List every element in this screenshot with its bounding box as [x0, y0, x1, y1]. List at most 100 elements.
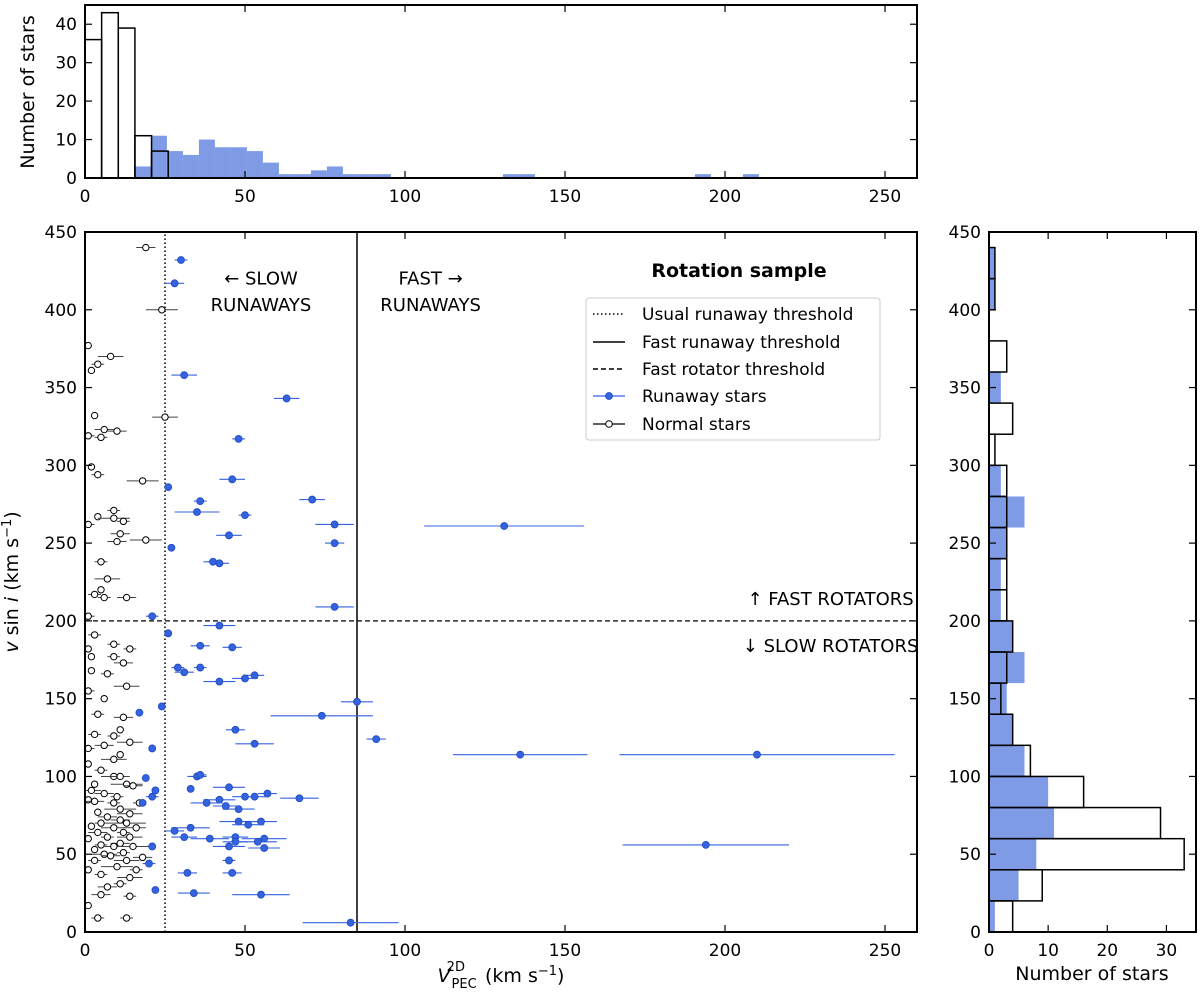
runaway-hist-bar	[694, 174, 711, 178]
runaway-star-point	[215, 621, 224, 630]
runaway-star-point	[260, 844, 269, 852]
runaway-hist-bar	[358, 174, 375, 178]
normal-star-point	[103, 883, 112, 891]
legend-usual-runaway-label: Usual runaway threshold	[642, 305, 853, 325]
normal-star-point	[97, 766, 105, 774]
normal-star-point	[126, 892, 134, 900]
normal-star-point	[90, 797, 99, 806]
runaway-star-point	[196, 497, 205, 506]
runaway-hist-bar	[262, 162, 279, 178]
runaway-star-point	[135, 708, 144, 717]
normal-star-point	[87, 786, 96, 795]
y-tick-label: 100	[949, 767, 981, 787]
normal-star-point	[106, 852, 115, 860]
normal-star-point	[119, 659, 128, 667]
runaway-star-point	[186, 823, 195, 832]
x-tick-label: 150	[549, 187, 581, 207]
x-tick-label: 100	[389, 187, 421, 207]
x-tick-label: 150	[549, 941, 581, 961]
normal-star-point	[126, 645, 134, 653]
normal-star-point	[100, 593, 108, 602]
runaway-star-point	[516, 750, 525, 759]
runaway-star-point	[173, 663, 182, 672]
runaway-star-point	[186, 784, 195, 793]
runaway-star-point	[183, 868, 192, 877]
legend-fast-rotator-label: Fast rotator threshold	[642, 360, 825, 380]
normal-star-point	[116, 750, 124, 759]
normal-star-point	[119, 713, 128, 722]
normal-star-point	[110, 842, 118, 851]
x-tick-label: 0	[80, 187, 91, 207]
runaway-hist-bar	[246, 151, 263, 178]
region-annotation: ↑ FAST ROTATORS	[747, 589, 913, 610]
normal-star-point	[116, 880, 124, 888]
rotation-sample-title: Rotation sample	[651, 260, 826, 282]
runaway-hist-bar	[989, 869, 1019, 901]
runaway-star-point	[228, 643, 237, 652]
runaway-star-point	[234, 434, 243, 443]
runaway-star-point	[189, 889, 198, 898]
runaway-star-point	[148, 842, 157, 851]
right-histogram-frame	[988, 231, 1197, 933]
x-tick-label: 0	[80, 941, 91, 961]
normal-star-point	[116, 530, 124, 538]
normal-star-point	[90, 856, 99, 865]
y-tick-label: 250	[45, 534, 77, 554]
x-tick-label: 200	[709, 187, 741, 207]
normal-star-point	[110, 652, 118, 661]
top-histogram: 0 50 100 150 200 250 0 10 20 30 40 Number of stars	[17, 4, 918, 207]
y-tick-label: 20	[55, 92, 77, 112]
normal-star-point	[113, 537, 121, 546]
normal-star-point	[103, 670, 112, 678]
y-tick-label: 350	[45, 379, 77, 399]
normal-star-point	[97, 890, 105, 899]
normal-star-point	[110, 824, 118, 832]
runaway-star-point	[196, 770, 205, 779]
normal-star-point	[103, 575, 112, 583]
runaway-star-point	[148, 792, 157, 801]
normal-star-point	[97, 433, 105, 442]
normal-star-point	[94, 470, 102, 479]
runaway-hist-bar	[989, 838, 1037, 870]
normal-star-point	[97, 841, 105, 849]
runaway-hist-bar	[989, 683, 1007, 715]
runaway-hist-bar	[989, 247, 995, 279]
normal-star-point	[87, 666, 96, 675]
normal-star-point	[122, 780, 131, 788]
runaway-hist-bar	[182, 154, 199, 178]
legend-normal-marker-icon	[605, 420, 613, 428]
runaway-star-point	[215, 677, 224, 686]
runaway-star-point	[241, 674, 249, 683]
runaway-star-point	[170, 826, 179, 835]
runaway-star-point	[180, 833, 189, 842]
runaway-hist-bar	[278, 174, 295, 178]
runaway-hist-bar	[150, 135, 167, 178]
normal-star-point	[87, 652, 96, 661]
normal-star-point	[129, 782, 137, 790]
main-scatter: 0 50 100 150 200 250 0 50 100 150 200 250 300 350 400 4…	[0, 223, 918, 992]
normal-star-point	[119, 828, 128, 837]
runaway-star-point	[164, 629, 173, 638]
x-tick-label: 30	[1156, 941, 1178, 961]
y-tick-label: 300	[45, 456, 77, 476]
normal-star-point	[116, 805, 124, 813]
runaway-star-point	[196, 641, 205, 650]
normal-star-point	[126, 738, 134, 746]
runaway-hist-bar	[310, 170, 327, 178]
runaway-hist-bar	[989, 620, 1013, 652]
normal-star-point	[126, 833, 134, 841]
runaway-hist-bar	[989, 465, 1001, 497]
top-histogram-frame	[84, 4, 918, 179]
main-scatter-ticks: 0 50 100 150 200 250 0 50 100 150 200 250 300 350 400 4…	[45, 223, 917, 961]
runaway-star-point	[244, 820, 253, 829]
normal-star-point	[138, 853, 147, 862]
normal-star-point	[90, 590, 99, 599]
runaway-star-point	[180, 668, 189, 677]
normal-star-point	[122, 682, 131, 690]
y-tick-label: 40	[55, 15, 77, 35]
runaway-star-point	[346, 918, 355, 927]
runaway-star-point	[231, 725, 240, 734]
runaway-star-point	[253, 837, 262, 846]
normal-star-point	[90, 730, 99, 739]
